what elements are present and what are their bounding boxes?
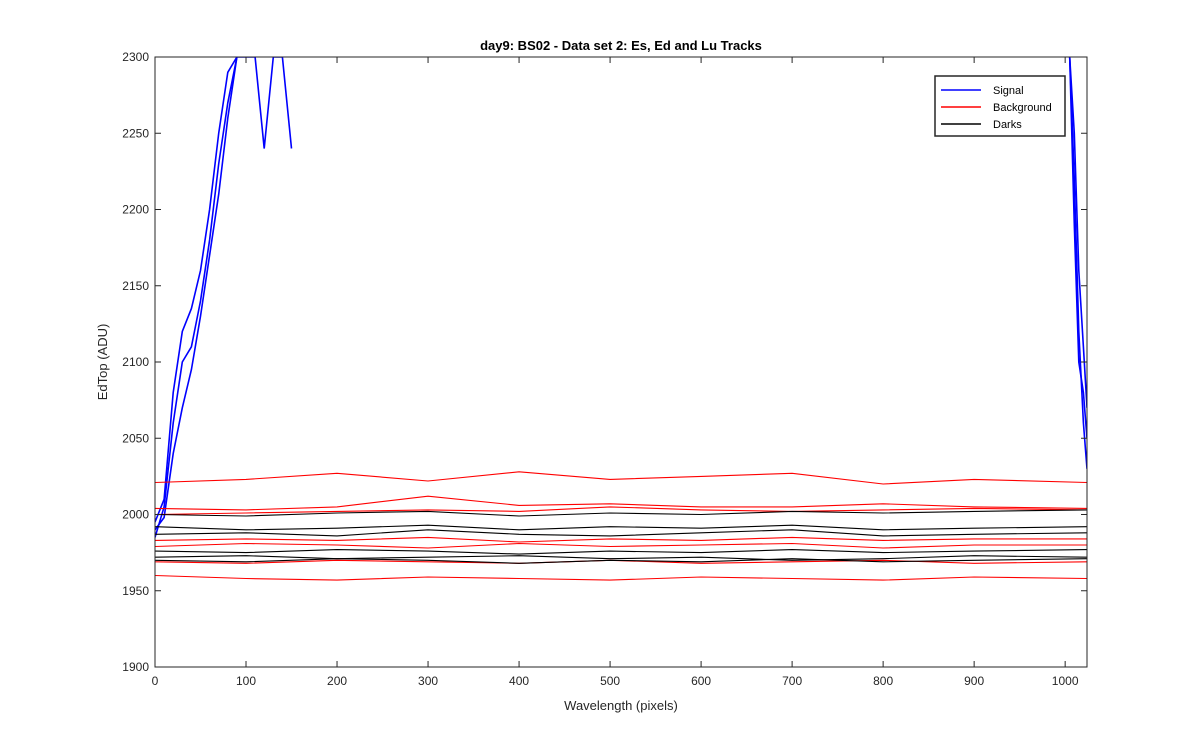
series-line-darks-17	[155, 555, 1087, 561]
x-tick-label: 1000	[1052, 674, 1079, 688]
series-line-darks-18	[155, 558, 1087, 564]
series-line-darks-13	[155, 509, 1087, 517]
legend-label-signal: Signal	[993, 85, 1024, 97]
y-tick-label: 1900	[122, 660, 149, 674]
y-tick-label: 2000	[122, 508, 149, 522]
legend-box	[934, 75, 1066, 137]
series-line-background-10	[155, 542, 1087, 549]
chart-title: day9: BS02 - Data set 2: Es, Ed and Lu T…	[480, 38, 762, 53]
x-tick-label: 400	[509, 674, 529, 688]
y-tick-label: 2300	[122, 50, 149, 64]
legend-label-darks: Darks	[993, 119, 1022, 131]
y-tick-label: 2150	[122, 279, 149, 293]
x-tick-label: 300	[418, 674, 438, 688]
y-tick-label: 2050	[122, 431, 149, 445]
series-line-background-8	[155, 506, 1087, 516]
x-tick-label: 100	[236, 674, 256, 688]
y-tick-label: 1950	[122, 584, 149, 598]
x-tick-label: 800	[873, 674, 893, 688]
x-tick-label: 700	[782, 674, 802, 688]
series-line-signal-2	[155, 57, 238, 523]
series-line-signal-0	[155, 57, 293, 538]
x-axis-label: Wavelength (pixels)	[564, 698, 678, 713]
x-tick-label: 0	[152, 674, 159, 688]
x-tick-label: 500	[600, 674, 620, 688]
y-tick-label: 2250	[122, 126, 149, 140]
series-line-signal-4	[1068, 57, 1087, 439]
series-line-darks-16	[155, 549, 1087, 555]
series-line-signal-5	[1068, 57, 1087, 408]
y-axis-label: EdTop (ADU)	[95, 324, 110, 401]
series-line-background-9	[155, 536, 1087, 543]
series-line-background-6	[155, 471, 1087, 485]
series-line-background-7	[155, 495, 1087, 511]
series-line-darks-14	[155, 524, 1087, 531]
series-line-signal-1	[155, 57, 238, 531]
x-tick-label: 600	[691, 674, 711, 688]
y-tick-label: 2100	[122, 355, 149, 369]
series-line-darks-15	[155, 529, 1087, 537]
x-tick-label: 200	[327, 674, 347, 688]
legend-label-background: Background	[993, 102, 1052, 114]
x-tick-label: 900	[964, 674, 984, 688]
y-tick-label: 2200	[122, 203, 149, 217]
series-line-background-12	[155, 574, 1087, 581]
